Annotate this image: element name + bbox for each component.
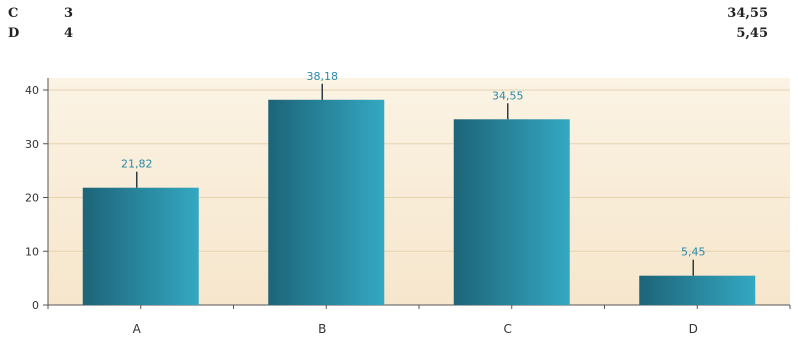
summary-row-c: C 3 34,55 [8,6,768,22]
summary-category: C [8,6,19,21]
bar-c [453,119,570,305]
summary-percent: 34,55 [727,6,768,21]
value-label: 38,18 [307,70,339,83]
value-label: 34,55 [492,89,524,102]
bar-d [639,275,756,305]
category-label: C [504,322,512,336]
value-label: 5,45 [681,246,706,259]
summary-category: D [8,26,20,41]
summary-row-d: D 4 5,45 [8,26,768,42]
category-label: D [689,322,698,336]
y-tick-label: 10 [25,245,39,258]
bar-a [82,187,199,305]
summary-count: 4 [64,26,74,41]
category-label: A [133,322,142,336]
value-label: 21,82 [121,158,153,171]
category-label: B [318,322,326,336]
y-tick-label: 20 [25,192,39,205]
summary-percent: 5,45 [736,26,768,41]
y-tick-label: 30 [25,138,39,151]
bar-b [268,99,385,305]
y-tick-label: 0 [32,299,39,312]
y-tick-label: 40 [25,84,39,97]
summary-count: 3 [64,6,74,21]
